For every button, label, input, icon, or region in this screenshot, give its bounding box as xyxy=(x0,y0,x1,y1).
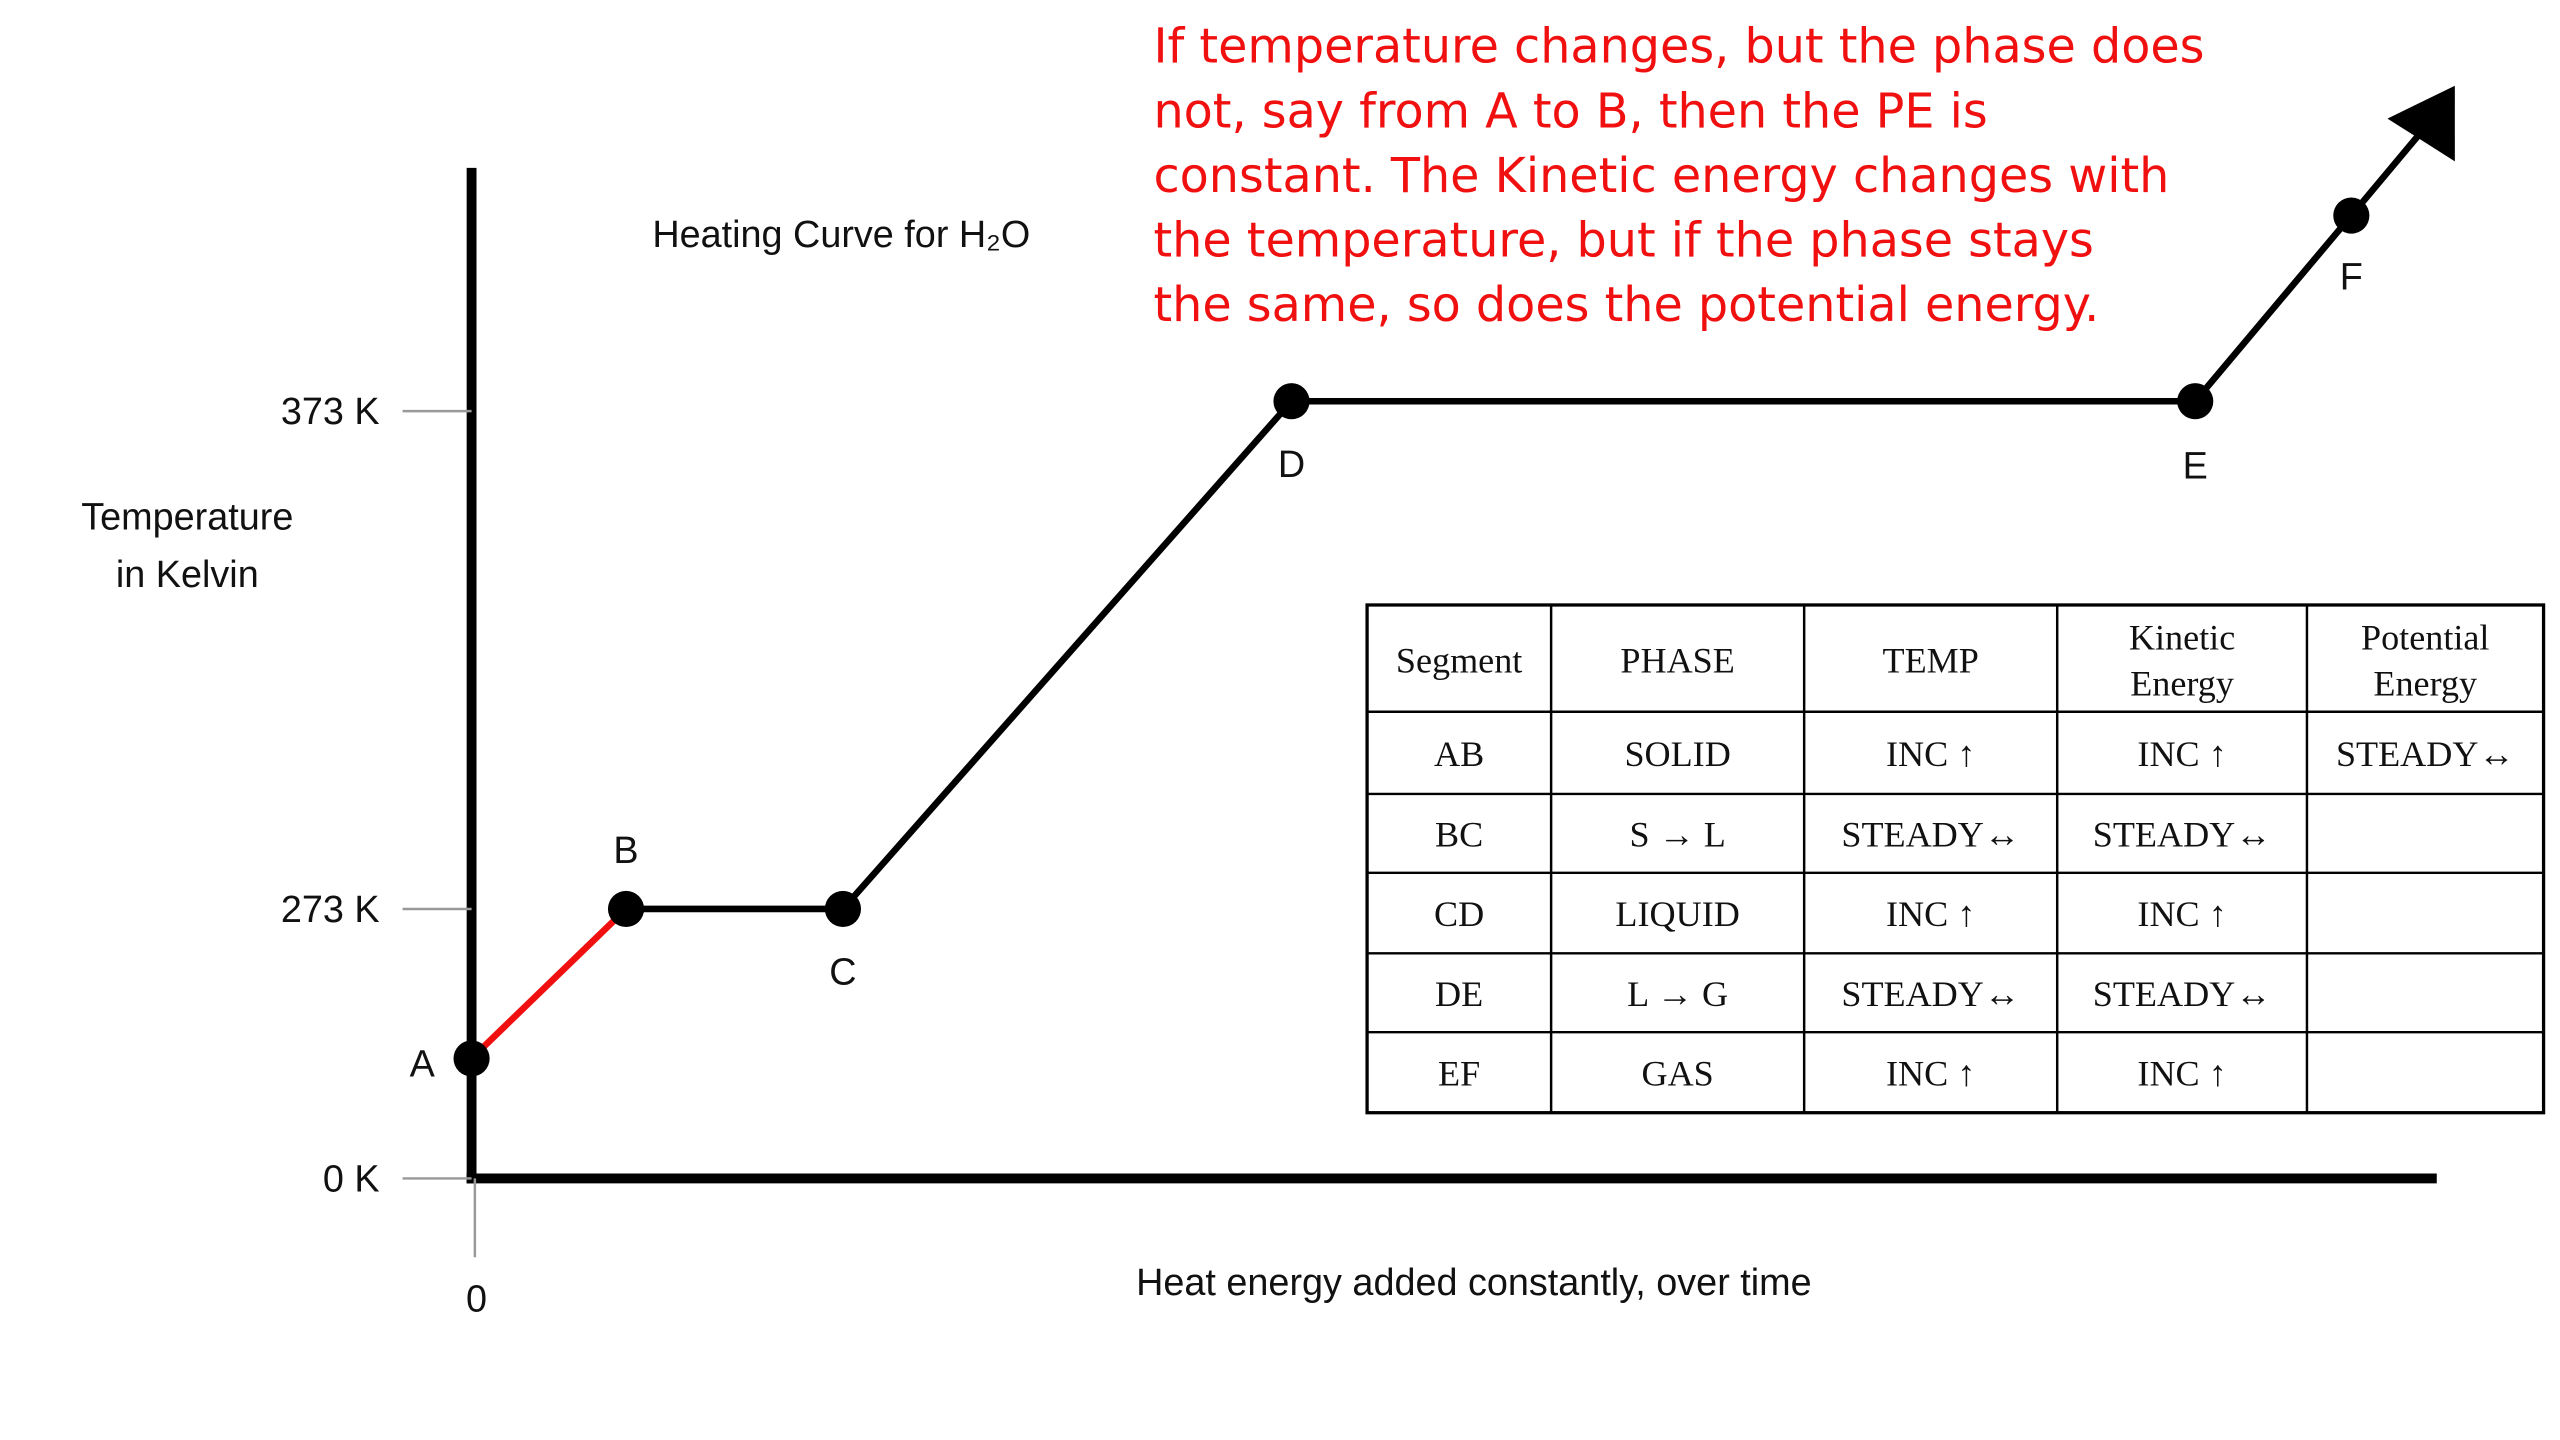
table-header: Potential Energy xyxy=(2361,617,2489,703)
point-label: E xyxy=(2183,445,2208,487)
annotation-line: the temperature, but if the phase stays xyxy=(1153,213,2093,268)
table-cell: BC xyxy=(1435,815,1483,855)
point xyxy=(2177,383,2214,420)
table-cell: LIQUID xyxy=(1615,894,1739,934)
point xyxy=(824,890,862,928)
annotation-line: not, say from A to B, then the PE is xyxy=(1153,84,1987,139)
title: Heating Curve for H₂O xyxy=(652,214,1030,256)
y-tick-label: 0 K xyxy=(323,1159,380,1201)
table-cell: L → G xyxy=(1627,974,1728,1014)
table-cell: GAS xyxy=(1641,1054,1713,1094)
point xyxy=(2333,197,2370,234)
table-cell: INC ↑ xyxy=(2137,894,2226,934)
point-label: B xyxy=(613,830,638,872)
table-cell: INC ↑ xyxy=(1886,1054,1975,1094)
table-header: TEMP xyxy=(1883,640,1979,680)
table-cell: INC ↑ xyxy=(2137,1054,2226,1094)
curve-ab xyxy=(469,906,629,1061)
annotation-line: If temperature changes, but the phase do… xyxy=(1153,20,2204,75)
table-cell: STEADY↔ xyxy=(1841,815,2020,855)
table-border xyxy=(1365,603,2546,1115)
table-cell: AB xyxy=(1434,734,1484,774)
x-axis-label: Heat energy added constantly, over time xyxy=(1136,1262,1812,1304)
point xyxy=(607,890,645,928)
point-label: C xyxy=(829,952,856,994)
table-cell: INC ↑ xyxy=(2137,734,2226,774)
point-label: A xyxy=(410,1044,436,1086)
table-cell: INC ↑ xyxy=(1886,894,1975,934)
table-cell: CD xyxy=(1434,894,1484,934)
annotation-line: the same, so does the potential energy. xyxy=(1153,278,2099,333)
table-cell: EF xyxy=(1438,1054,1480,1094)
point-label: D xyxy=(1278,444,1305,486)
arrowhead xyxy=(2387,85,2455,162)
y-axis-label: in Kelvin xyxy=(116,554,259,596)
y-tick-label: 373 K xyxy=(281,391,380,433)
table-cell: INC ↑ xyxy=(1886,734,1975,774)
table-cell: SOLID xyxy=(1624,734,1730,774)
table-cell: STEADY↔ xyxy=(1841,974,2020,1014)
point xyxy=(1273,383,1310,420)
table-cell: S → L xyxy=(1629,815,1725,855)
y-tick-label: 273 K xyxy=(281,889,380,931)
point-label: F xyxy=(2340,256,2363,298)
annotation-line: constant. The Kinetic energy changes wit… xyxy=(1153,149,2169,204)
table-header: Segment xyxy=(1396,640,1522,680)
x-tick-label: 0 xyxy=(466,1279,487,1321)
table-cell: STEADY↔ xyxy=(2093,974,2272,1014)
y-axis-label: Temperature xyxy=(81,496,293,538)
table-cell: DE xyxy=(1435,974,1483,1014)
table-cell: STEADY↔ xyxy=(2336,734,2515,774)
table-cell: STEADY↔ xyxy=(2093,815,2272,855)
table-header: PHASE xyxy=(1620,640,1734,680)
table-header: Kinetic Energy xyxy=(2129,617,2235,703)
point xyxy=(453,1040,490,1077)
